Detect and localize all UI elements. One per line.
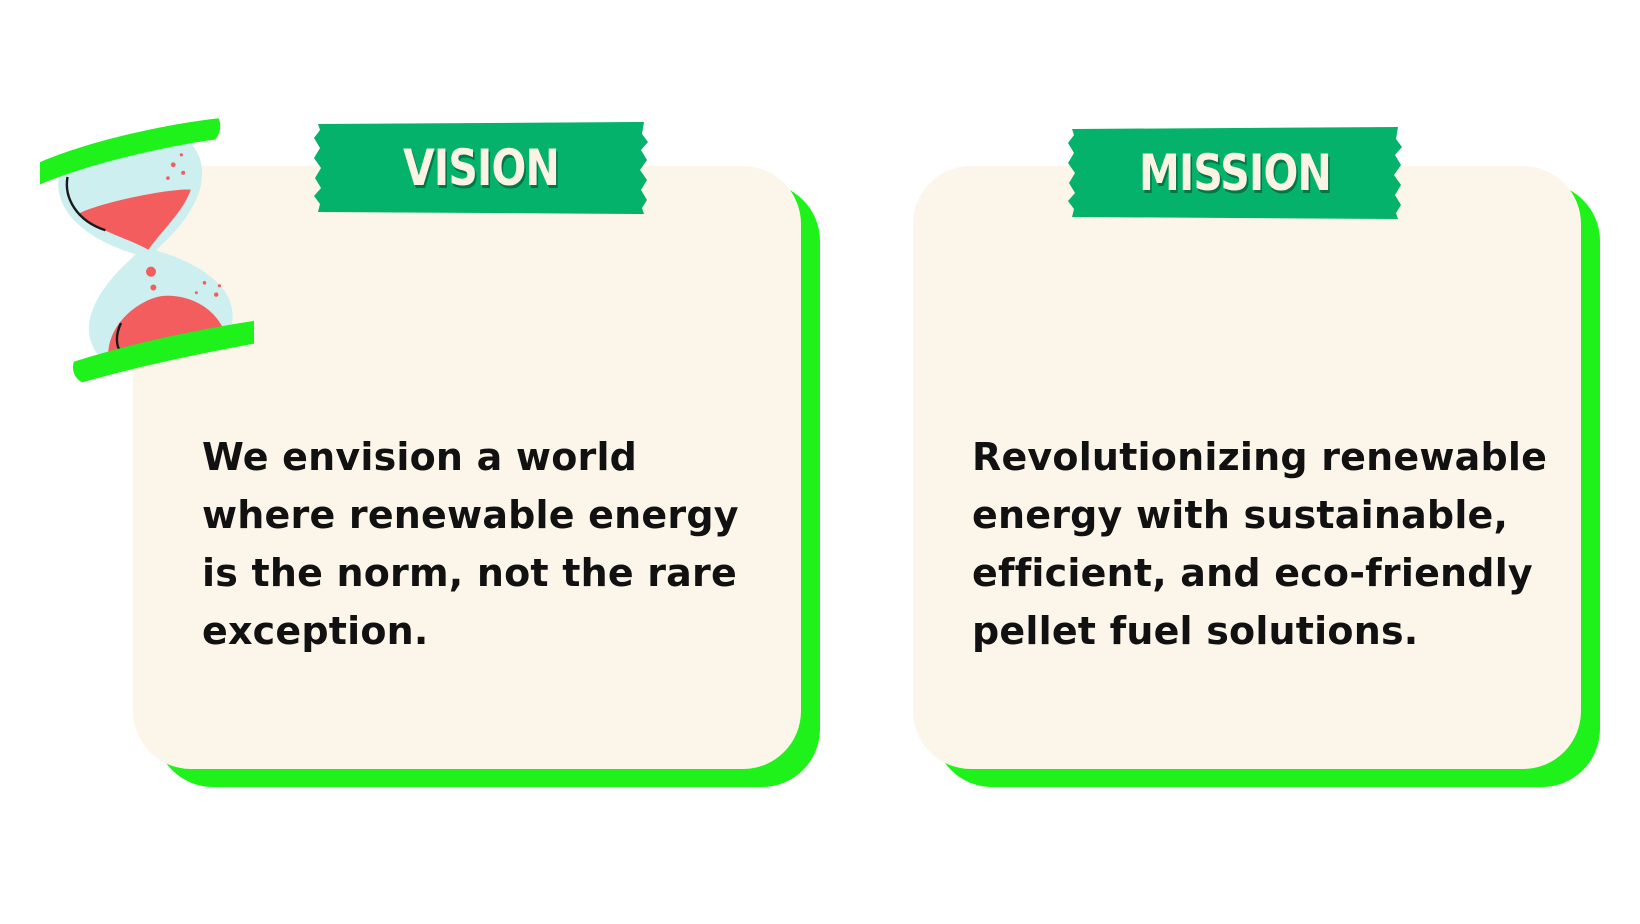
vision-tag-shape	[314, 122, 648, 214]
mission-text: Revolutionizing renewable energy with su…	[972, 435, 1548, 653]
vision-title: VISION	[402, 139, 560, 197]
vision-tag: VISION	[314, 120, 648, 216]
hourglass-icon	[29, 112, 265, 384]
mission-tag: MISSION	[1068, 125, 1402, 221]
mission-card	[913, 166, 1581, 769]
vision-card	[133, 166, 801, 769]
mission-tag-shape	[1068, 127, 1402, 219]
vision-text: We envision a world where renewable ener…	[202, 435, 739, 653]
mission-title: MISSION	[1139, 144, 1332, 202]
